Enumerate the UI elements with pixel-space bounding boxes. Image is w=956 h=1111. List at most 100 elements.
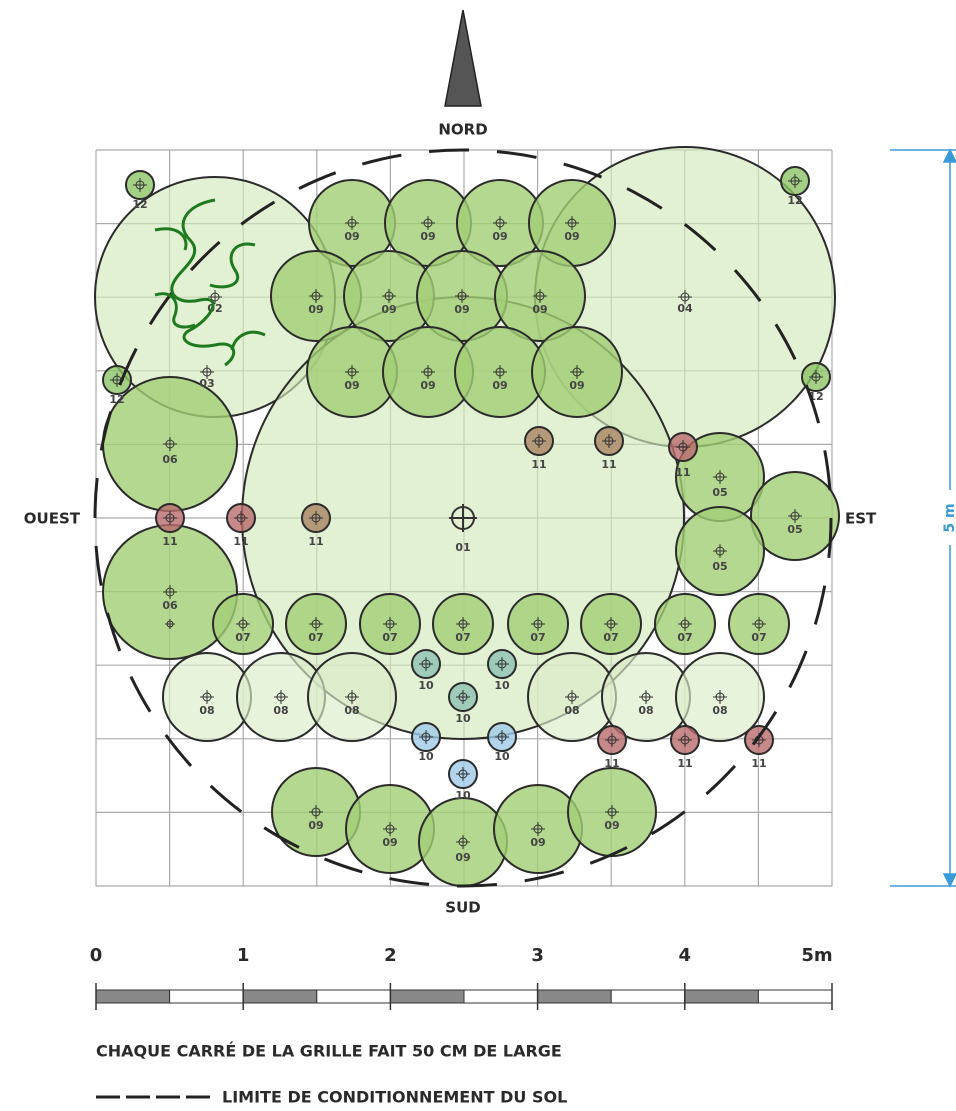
plant-label: 08 <box>564 704 579 717</box>
plant-marker-cross <box>456 617 470 631</box>
plant-marker-cross <box>309 617 323 631</box>
plant-label: 10 <box>494 679 510 692</box>
plant-marker-cross <box>713 544 727 558</box>
plant: 12 <box>125 170 155 211</box>
plant-label: 09 <box>344 230 359 243</box>
plant-marker-cross <box>495 730 509 744</box>
plant-marker-cross <box>236 617 250 631</box>
plant: 10 <box>411 722 441 763</box>
plant-marker-cross <box>605 733 619 747</box>
plant-label: 07 <box>235 631 250 644</box>
plant-label: 10 <box>418 679 434 692</box>
plant-marker-cross <box>788 174 802 188</box>
north-label: NORD <box>438 121 487 139</box>
plant-label: 09 <box>455 851 470 864</box>
plant: 11 <box>301 503 331 548</box>
plant-label: 09 <box>308 303 323 316</box>
plant-marker-cross <box>809 370 823 384</box>
plant-marker-cross <box>565 216 579 230</box>
plant-marker-cross <box>713 470 727 484</box>
plant-label: 09 <box>381 303 396 316</box>
plant-label: 07 <box>603 631 618 644</box>
plant-label: 09 <box>564 230 579 243</box>
plant: 07 <box>285 593 347 655</box>
plant-label: 03 <box>199 377 214 390</box>
plant-marker-cross <box>456 690 470 704</box>
plant-marker-cross <box>565 690 579 704</box>
plant: 11 <box>744 725 774 770</box>
scale-label: 0 <box>90 945 103 966</box>
scale-bar: 0 1 2 3 4 5m <box>90 945 833 1010</box>
plant: 03 <box>199 365 215 390</box>
plant-label: 12 <box>109 393 124 406</box>
plant: 09 <box>528 179 616 267</box>
plant: 07 <box>507 593 569 655</box>
plant-label: 05 <box>787 523 802 536</box>
scale-segment <box>242 989 318 1004</box>
plant-label: 07 <box>308 631 323 644</box>
plant-label: 10 <box>455 789 471 802</box>
plant-label: 08 <box>712 704 727 717</box>
plant: 09 <box>270 250 362 342</box>
plant-marker-cross <box>678 290 692 304</box>
plant: 12 <box>801 362 831 403</box>
plant-label: 04 <box>677 302 693 315</box>
plant: 11 <box>668 432 698 479</box>
plant: 05 <box>675 432 765 522</box>
scale-label: 2 <box>384 945 397 966</box>
plant-label: 09 <box>382 836 397 849</box>
plant-marker-cross <box>752 617 766 631</box>
plant-marker-cross <box>200 690 214 704</box>
soil-limit <box>93 148 833 888</box>
plant-label: 11 <box>601 458 616 471</box>
plant-marker-cross <box>419 657 433 671</box>
plant: 09 <box>531 326 623 418</box>
plant: 10 <box>448 759 478 802</box>
plant-marker-cross <box>421 365 435 379</box>
plant-label: 10 <box>455 712 471 725</box>
scale-segment <box>389 989 465 1004</box>
plant-label: 07 <box>677 631 692 644</box>
plant: 07 <box>728 593 790 655</box>
plant: 10 <box>411 649 441 692</box>
plant-label: 07 <box>455 631 470 644</box>
plant-marker-cross <box>788 509 802 523</box>
plant-label: 11 <box>162 535 177 548</box>
plant: 08 <box>307 652 397 742</box>
plant: 11 <box>226 503 256 548</box>
plant: 11 <box>524 426 554 471</box>
scale-segment <box>169 989 244 1004</box>
plant-marker-cross <box>713 690 727 704</box>
plant-marker-cross <box>419 730 433 744</box>
plant: 09 <box>418 797 508 887</box>
plant-marker-cross <box>455 289 469 303</box>
plant-label: 09 <box>492 230 507 243</box>
scale-segment <box>610 989 686 1004</box>
plant-label: 08 <box>273 704 288 717</box>
plant-marker-cross <box>639 690 653 704</box>
plant: 12 <box>780 166 810 207</box>
plant: 09 <box>567 767 657 857</box>
plant-marker-cross <box>345 216 359 230</box>
south-label: SUD <box>445 899 480 917</box>
plant: 11 <box>594 426 624 471</box>
plant-marker-cross <box>163 585 177 599</box>
plant: 11 <box>597 725 627 770</box>
plant-label: 09 <box>420 379 435 392</box>
plant-label: 09 <box>308 819 323 832</box>
plant-marker-cross <box>200 365 214 379</box>
west-label: OUEST <box>24 510 81 528</box>
plant-label: 11 <box>308 535 323 548</box>
plant-marker-cross <box>493 216 507 230</box>
plant-marker-cross <box>382 289 396 303</box>
plant: 07 <box>359 593 421 655</box>
dimension <box>890 148 956 888</box>
plant-label: 12 <box>787 194 802 207</box>
plant-marker-cross <box>421 216 435 230</box>
plant-label: 08 <box>638 704 653 717</box>
plant-marker-cross <box>345 365 359 379</box>
plant-label: 08 <box>344 704 359 717</box>
plant-marker-cross <box>456 767 470 781</box>
plant-marker-cross <box>309 805 323 819</box>
plant-label: 12 <box>132 198 147 211</box>
